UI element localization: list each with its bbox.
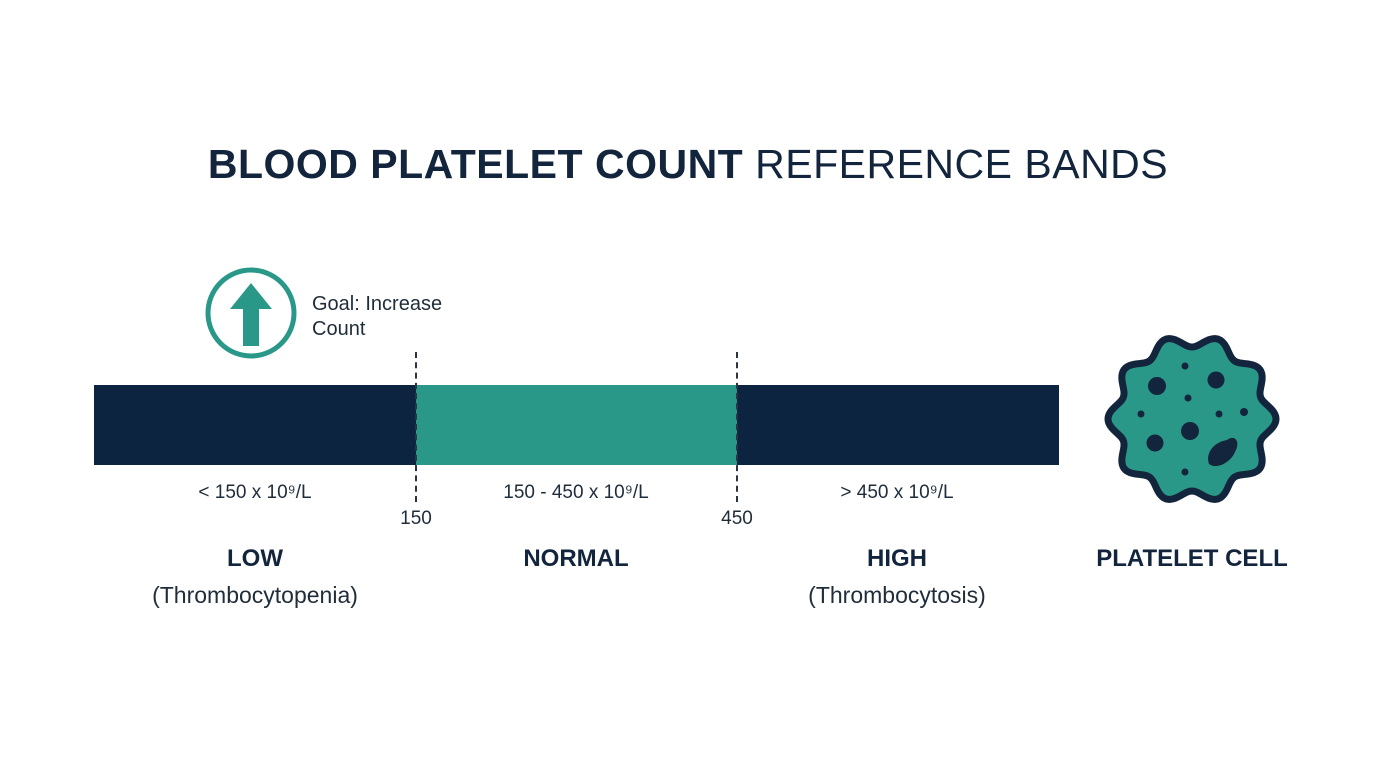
divider-150: [415, 352, 417, 502]
title-bold: BLOOD PLATELET COUNT: [207, 141, 744, 187]
band-high: [737, 385, 1059, 465]
goal-line-2: Count: [312, 318, 366, 340]
category-normal: NORMAL: [523, 545, 629, 572]
threshold-150: 150: [400, 508, 432, 529]
category-high: HIGH: [867, 545, 927, 572]
category-low: LOW: [227, 545, 283, 572]
category-low-sub: (Thrombocytopenia): [152, 582, 358, 608]
page-title: BLOOD PLATELET COUNT REFERENCE BANDS: [0, 140, 1376, 188]
threshold-450: 450: [721, 508, 753, 529]
goal-text: Goal: Increase Count: [312, 292, 442, 342]
range-low: < 150 x 10⁹/L: [198, 482, 312, 503]
title-light: REFERENCE BANDS: [755, 141, 1169, 187]
platelet-cell-icon: [1104, 335, 1280, 503]
arrow-up-circle-icon: [205, 267, 297, 359]
band-low: [94, 385, 416, 465]
cell-label: PLATELET CELL: [1096, 545, 1288, 572]
range-normal: 150 - 450 x 10⁹/L: [503, 482, 649, 503]
category-high-sub: (Thrombocytosis): [808, 582, 986, 608]
goal-line-1: Goal: Increase: [312, 293, 443, 315]
divider-450: [736, 352, 738, 502]
band-normal: [416, 385, 737, 465]
range-high: > 450 x 10⁹/L: [840, 482, 954, 503]
